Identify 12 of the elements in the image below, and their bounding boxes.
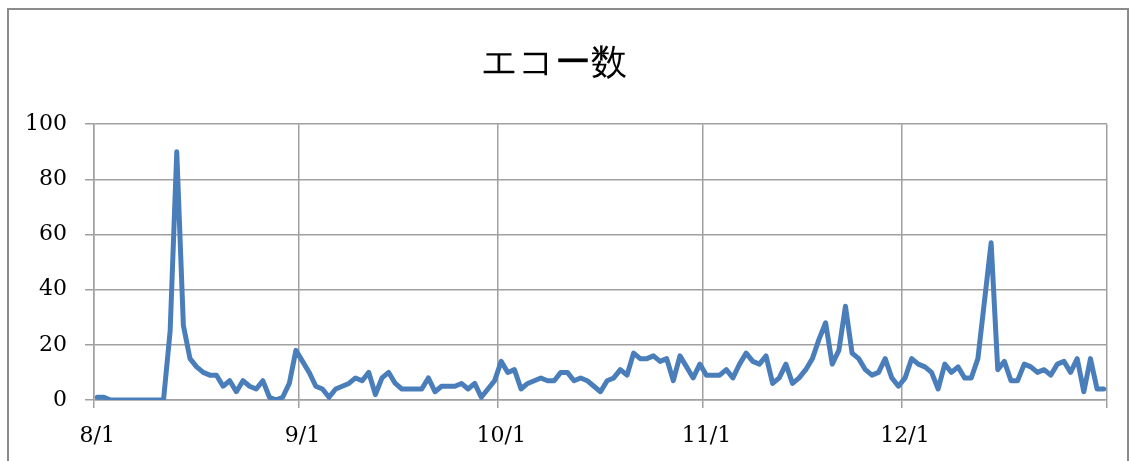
y-tick-label: 100 [25,109,67,135]
y-tick-label: 80 [39,165,67,191]
chart-title: エコー数 [480,40,627,82]
x-tick-label: 11/1 [681,421,732,447]
y-tick-label: 20 [39,330,67,356]
x-tick-label: 10/1 [476,421,526,447]
y-tick-label: 0 [53,385,67,411]
x-tick-label: 9/1 [284,421,321,447]
x-tick-label: 12/1 [880,421,930,447]
x-tick-label: 8/1 [79,421,116,447]
y-tick-label: 60 [39,220,67,246]
y-tick-label: 40 [39,275,67,301]
